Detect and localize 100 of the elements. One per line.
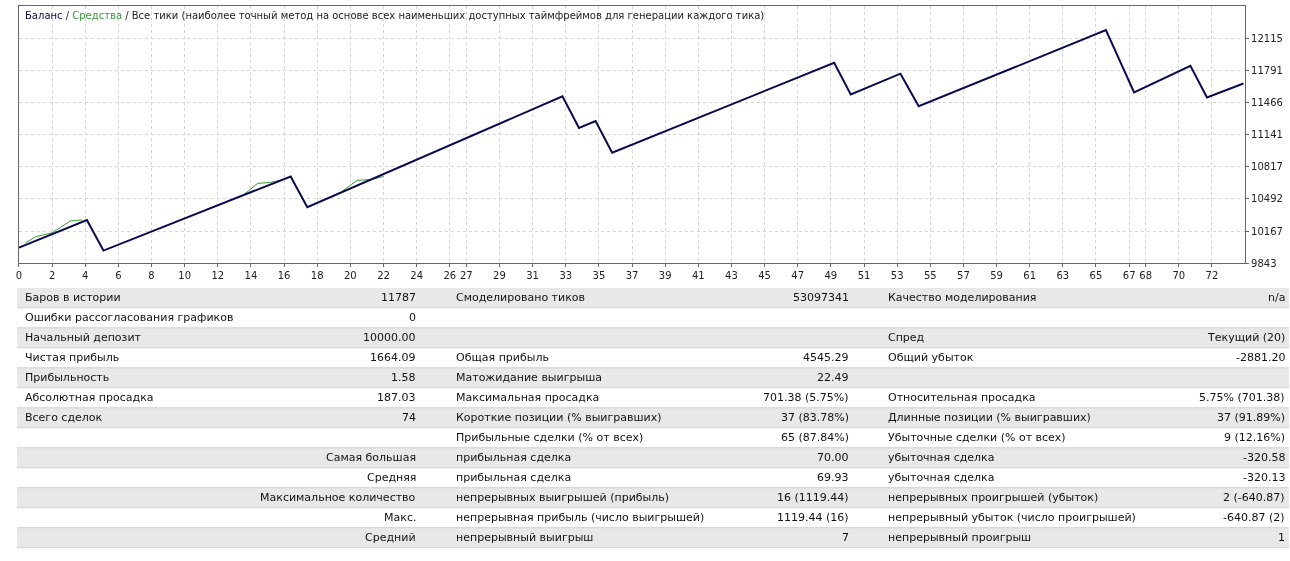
x-tick-label: 27 — [459, 270, 473, 282]
x-tick-label: 24 — [410, 270, 423, 282]
x-tick-label: 35 — [592, 270, 606, 282]
text: 22.49 — [817, 371, 849, 384]
x-tick-label: 72 — [1205, 270, 1219, 282]
x-tick-label: 20 — [343, 270, 357, 282]
x-tick-label: 39 — [658, 270, 672, 282]
text: непрерывная прибыль (число выигрышей) — [456, 511, 705, 524]
text: 0 — [409, 311, 416, 324]
text: 16 (1119.44) — [777, 491, 849, 504]
x-tick-label: 37 — [625, 270, 639, 282]
x-tick-label: 51 — [857, 270, 871, 282]
text: Максимальная просадка — [456, 391, 600, 404]
text: Качество моделирования — [888, 291, 1037, 304]
y-tick-label: 11141 — [1251, 129, 1283, 141]
x-tick-label: 31 — [526, 270, 539, 282]
text: Начальный депозит — [25, 331, 142, 344]
text: Средний — [365, 531, 416, 544]
y-tick-label: 12115 — [1251, 33, 1283, 45]
text: Баров в истории — [25, 291, 121, 304]
x-tick-label: 14 — [244, 270, 258, 282]
text: 187.03 — [377, 391, 416, 404]
x-tick-label: 59 — [990, 270, 1003, 282]
text: -320.58 — [1243, 451, 1286, 464]
x-tick-label: 68 — [1139, 270, 1153, 282]
text: Убыточные сделки (% от всех) — [888, 431, 1066, 444]
text: Прибыльные сделки (% от всех) — [456, 431, 644, 444]
text: 53097341 — [793, 291, 849, 304]
x-tick-label: 63 — [1056, 270, 1070, 282]
y-tick-label: 10817 — [1251, 161, 1283, 173]
x-tick-label: 10 — [178, 270, 192, 282]
text: 7 — [842, 531, 849, 544]
x-tick-label: 0 — [15, 270, 23, 282]
x-tick-label: 22 — [377, 270, 390, 282]
y-tick-label: 9843 — [1251, 257, 1277, 269]
x-tick-label: 26 — [443, 270, 457, 282]
text: 69.93 — [817, 471, 849, 484]
text: 10000.00 — [363, 331, 416, 344]
text: Общий убыток — [888, 351, 974, 364]
text: Длинные позиции (% выигравших) — [888, 411, 1091, 424]
x-tick-label: 43 — [725, 270, 738, 282]
x-tick-label: 12 — [211, 270, 225, 282]
text: прибыльная сделка — [456, 471, 572, 484]
text: непрерывных выигрышей (прибыль) — [456, 491, 670, 504]
x-tick-label: 61 — [1023, 270, 1037, 282]
text: 1.58 — [391, 371, 416, 384]
text: убыточная сделка — [888, 471, 995, 484]
x-tick-label: 67 — [1122, 270, 1136, 282]
text: 37 (91.89%) — [1217, 411, 1286, 424]
text: n/a — [1268, 291, 1286, 304]
x-tick-label: 4 — [82, 270, 89, 282]
text: 65 (87.84%) — [781, 431, 850, 444]
x-tick-label: 41 — [691, 270, 705, 282]
x-tick-label: 57 — [957, 270, 970, 282]
line-series — [18, 29, 1245, 252]
text: Короткие позиции (% выигравших) — [456, 411, 662, 424]
text: Ошибки рассогласования графиков — [25, 311, 234, 324]
text: 9 (12.16%) — [1224, 431, 1286, 444]
text: -320.13 — [1243, 471, 1286, 484]
x-tick-label: 2 — [48, 270, 56, 282]
text: Макс. — [384, 511, 417, 524]
text: Спред — [888, 331, 925, 344]
text: непрерывный убыток (число проигрышей) — [888, 511, 1136, 524]
text: -2881.20 — [1236, 351, 1286, 364]
chart-title: Баланс / Средства / Все тики (наиболее точный метод на основе всех наименьших доступных таймфреймов для генерации каждого тика) — [25, 10, 765, 21]
text: 4545.29 — [803, 351, 849, 364]
x-tick-label: 18 — [310, 270, 324, 282]
text: непрерывный выигрыш — [456, 531, 594, 544]
text: 11787 — [381, 291, 416, 304]
y-tick-label: 11466 — [1251, 97, 1283, 109]
x-tick-label: 29 — [493, 270, 506, 282]
text: Абсолютная просадка — [25, 391, 154, 404]
text: 5.75% (701.38) — [1199, 391, 1285, 404]
y-tick-label: 10492 — [1251, 193, 1283, 205]
x-tick-label: 8 — [148, 270, 155, 282]
text: Всего сделок — [25, 411, 103, 424]
text: Смоделировано тиков — [456, 291, 586, 304]
text: 701.38 (5.75%) — [763, 391, 849, 404]
text: Самая большая — [326, 451, 417, 464]
text: Текущий (20) — [1207, 331, 1286, 344]
text: Относительная просадка — [888, 391, 1036, 404]
text: 2 (-640.87) — [1223, 491, 1285, 504]
x-tick-label: 55 — [923, 270, 937, 282]
text: прибыльная сделка — [456, 451, 572, 464]
text: Чистая прибыль — [25, 351, 120, 364]
text: -640.87 (2) — [1223, 511, 1285, 524]
x-tick-label: 53 — [890, 270, 904, 282]
text: Общая прибыль — [456, 351, 549, 364]
x-tick-label: 33 — [559, 270, 573, 282]
text: непрерывный проигрыш — [888, 531, 1032, 544]
text: Средняя — [367, 471, 417, 484]
text: 74 — [402, 411, 416, 424]
text: непрерывных проигрышей (убыток) — [888, 491, 1099, 504]
x-tick-label: 6 — [115, 270, 122, 282]
text: 70.00 — [817, 451, 849, 464]
text: убыточная сделка — [888, 451, 995, 464]
x-tick-label: 65 — [1089, 270, 1103, 282]
text: Максимальное количество — [260, 491, 416, 504]
x-tick-label: 47 — [791, 270, 805, 282]
text: Матожидание выигрыша — [456, 371, 602, 384]
